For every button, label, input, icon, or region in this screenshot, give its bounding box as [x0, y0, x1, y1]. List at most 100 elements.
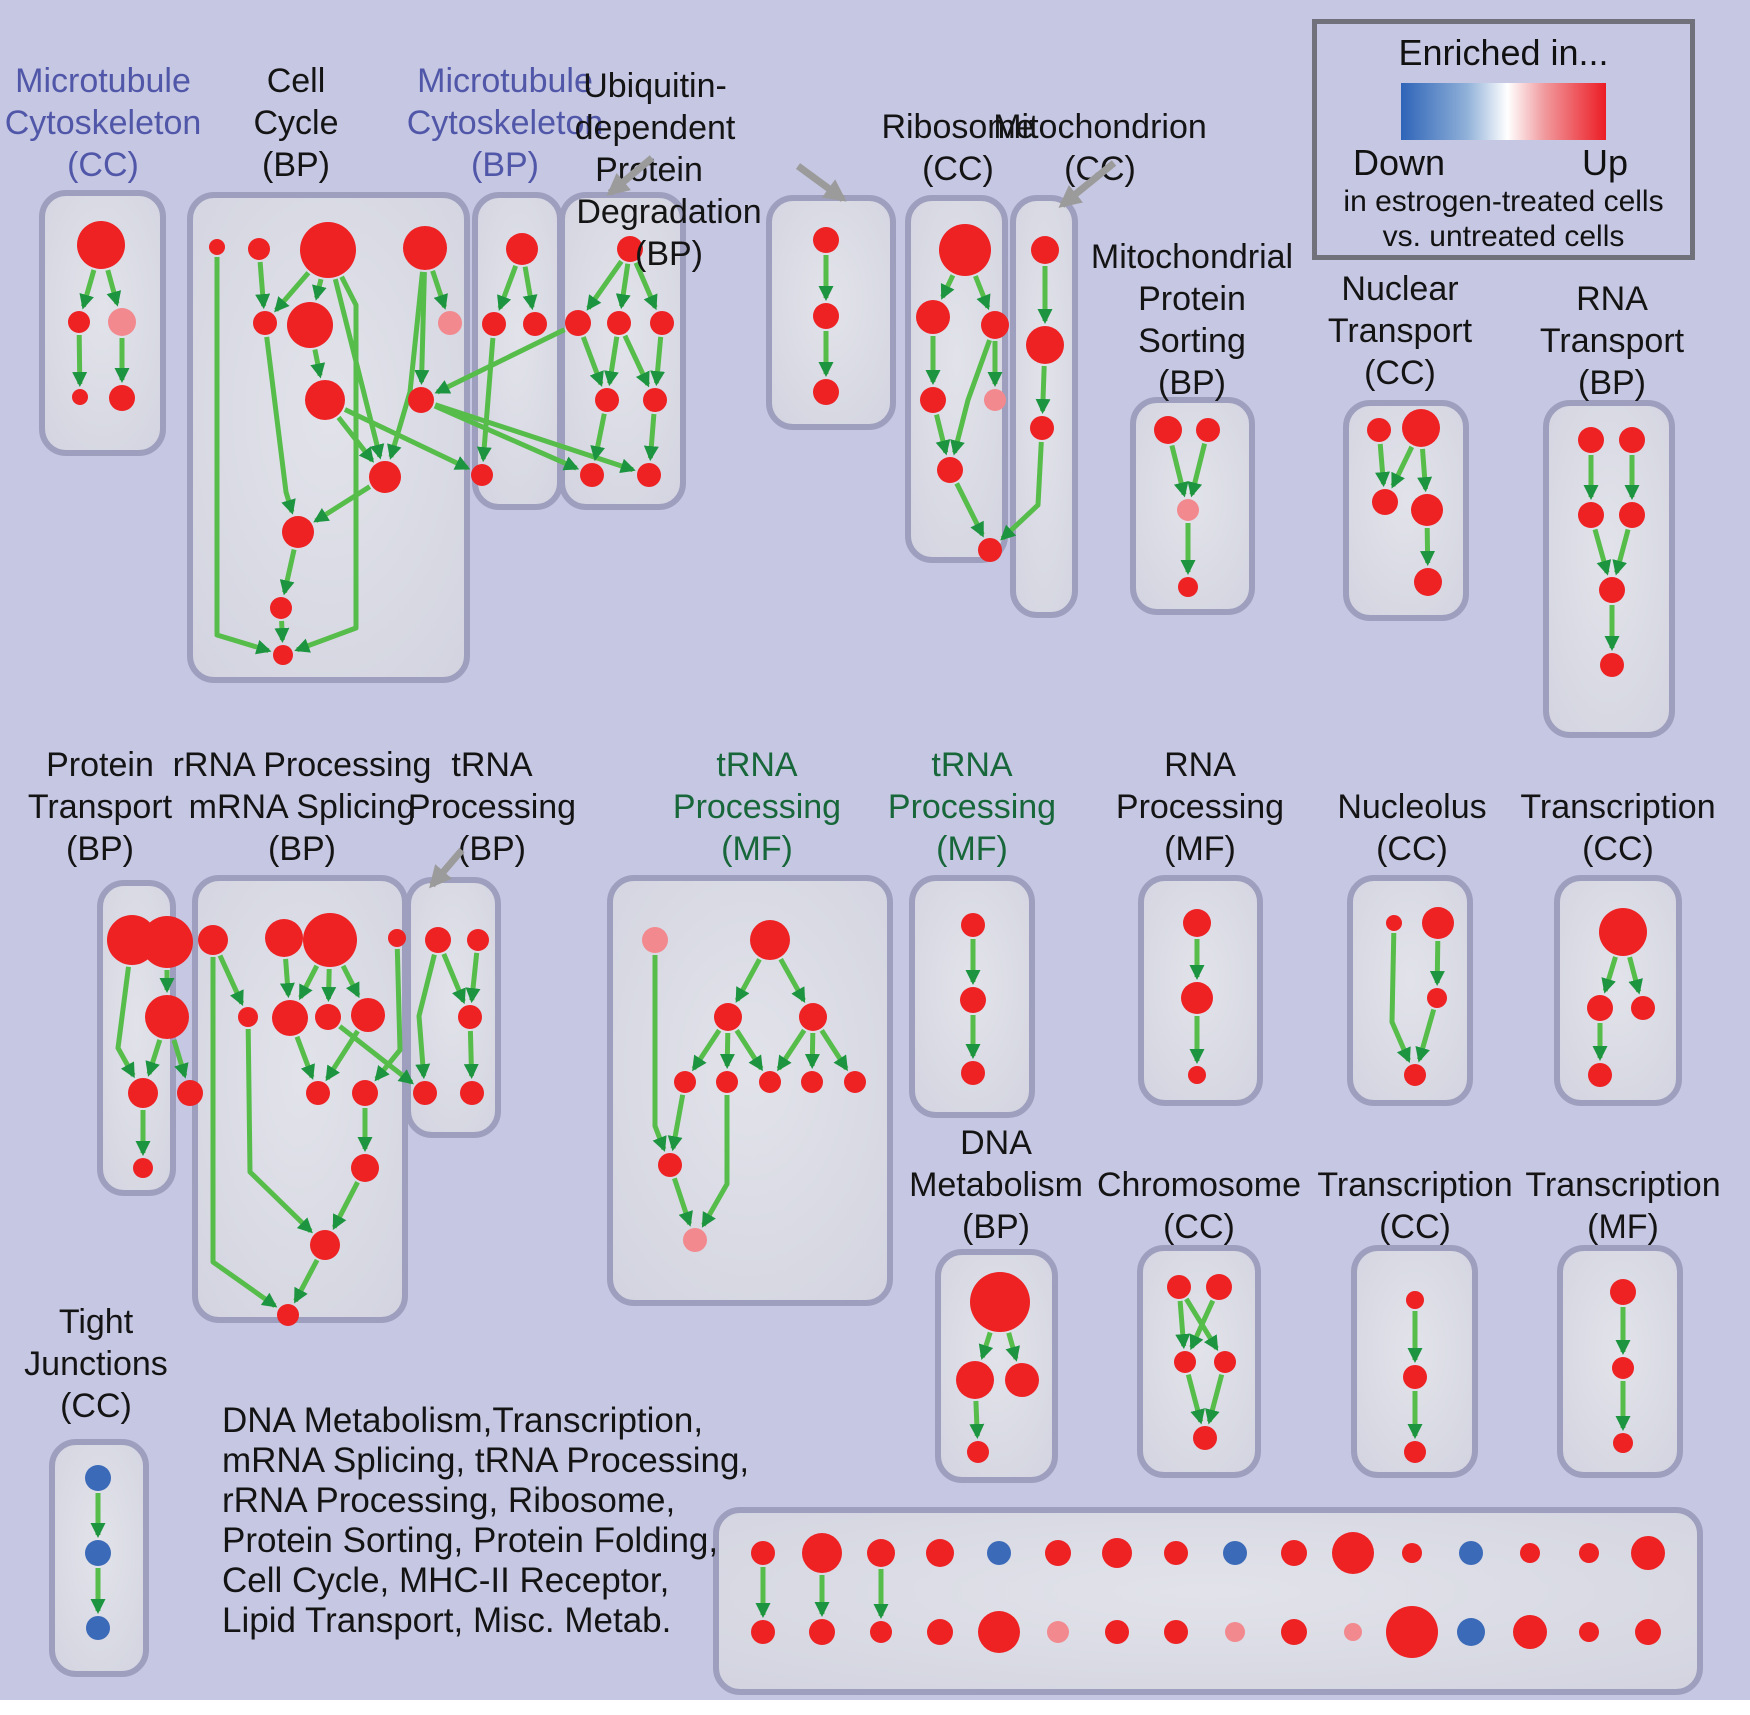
edge-arrow — [171, 1039, 189, 1079]
label-mitochondrial-protein-sorting-bp-line-3: (BP) — [1158, 364, 1226, 402]
edge-arrow — [719, 1032, 735, 1069]
edge-arrow — [969, 1400, 985, 1439]
edge-arrow — [652, 955, 667, 1152]
label-cell-cycle-bp-line-1: Cycle — [253, 104, 338, 142]
go-term-node-trna_mf_small — [961, 913, 985, 937]
label-transcription-mf-line-1: (MF) — [1587, 1208, 1659, 1246]
go-term-node-cell_cycle — [300, 222, 356, 278]
go-term-node-band — [751, 1620, 775, 1644]
go-term-node-trna_mf_big — [642, 927, 668, 953]
go-term-node-cell_cycle — [369, 461, 401, 493]
annotation-text-line-2: rRNA Processing, Ribosome, — [222, 1481, 675, 1520]
go-term-node-ribosome — [984, 389, 1006, 411]
label-mitochondrion-cc-line-1: (CC) — [1064, 150, 1136, 188]
label-dna-metabolism-bp-line-0: DNA — [960, 1124, 1032, 1162]
edge-arrow — [691, 1028, 722, 1072]
go-term-node-trans_mf — [1610, 1279, 1636, 1305]
label-nuclear-transport-cc-line-0: Nuclear — [1341, 270, 1458, 308]
go-term-node-band — [802, 1533, 842, 1573]
edge-arrow — [1169, 444, 1189, 498]
edge-arrow — [633, 261, 658, 311]
go-term-node-trans_cc1 — [1599, 908, 1647, 956]
label-microtubule-cytoskeleton-bp-line-0: Microtubule — [417, 62, 593, 100]
go-term-node-band — [1635, 1619, 1661, 1645]
edge-arrow — [522, 266, 538, 311]
go-term-node-ubiq — [617, 236, 643, 262]
go-term-node-ubiq — [595, 388, 619, 412]
label-microtubule-cytoskeleton-cc-line-2: (CC) — [67, 146, 139, 184]
go-term-node-band — [1164, 1620, 1188, 1644]
edge-arrow — [934, 414, 951, 456]
go-term-node-trna_bp — [460, 1081, 484, 1105]
legend-subtitle-1: in estrogen-treated cells — [1343, 185, 1664, 218]
edge-arrow — [465, 952, 481, 1004]
go-term-node-band — [1332, 1532, 1374, 1574]
label-mitochondrial-protein-sorting-bp-line-2: Sorting — [1138, 322, 1246, 360]
edge-arrow — [1420, 527, 1436, 566]
annotation-text-line-0: DNA Metabolism,Transcription, — [222, 1401, 703, 1440]
go-term-node-rna_tr — [1600, 653, 1624, 677]
edge-arrow — [313, 484, 372, 523]
go-term-node-rrna — [310, 1230, 340, 1260]
go-term-node-rrna — [303, 913, 357, 967]
label-rna-processing-mf-line-2: (MF) — [1164, 830, 1236, 868]
edge-arrow — [298, 964, 320, 1001]
go-term-node-nuclear — [1414, 568, 1442, 596]
go-term-node-cell_cycle — [403, 226, 447, 270]
go-term-node-nuclear — [1372, 489, 1398, 515]
go-term-node-rrna — [315, 1004, 341, 1030]
label-nuclear-transport-cc-line-1: Transport — [1328, 312, 1473, 350]
cluster-box-nuclear — [1343, 400, 1469, 621]
edge-arrow — [434, 327, 566, 395]
label-trna-processing-mf-2-line-0: tRNA — [931, 746, 1013, 784]
label-microtubule-cytoskeleton-cc-line-0: Microtubule — [15, 62, 191, 100]
go-term-node-trna_mf_big — [750, 920, 790, 960]
label-cell-cycle-bp-line-2: (BP) — [262, 146, 330, 184]
go-term-node-mito — [1030, 416, 1054, 440]
label-tight-junctions-cc-line-0: Tight — [59, 1303, 134, 1341]
go-term-node-nuclear — [1402, 409, 1440, 447]
edge-arrow — [1627, 956, 1643, 995]
go-term-node-ribosome — [981, 311, 1009, 339]
label-tight-junctions-cc-line-1: Junctions — [24, 1345, 168, 1383]
go-term-node-band — [1520, 1543, 1540, 1563]
annotation-text-line-5: Lipid Transport, Misc. Metab. — [222, 1601, 671, 1640]
go-term-node-mito — [1026, 326, 1064, 364]
edge-arrow — [310, 349, 326, 379]
go-term-node-rna_proc — [1183, 909, 1211, 937]
go-term-node-trans_cc2 — [1406, 1291, 1424, 1309]
edge-arrow — [210, 957, 278, 1308]
cluster-box-mt_cc — [39, 190, 166, 456]
go-term-node-trna_mf_big — [683, 1228, 707, 1252]
edge-arrow — [580, 336, 604, 387]
label-ubiquitin-dependent-protein-degradation-bp-line-3: Degradation — [576, 193, 761, 231]
go-term-node-trna_bp — [413, 1081, 437, 1105]
label-chromosome-cc-line-1: (CC) — [1163, 1208, 1235, 1246]
go-term-node-trans_cc1 — [1587, 995, 1613, 1021]
go-term-node-mps — [1154, 416, 1182, 444]
label-rna-transport-bp-line-1: Transport — [1540, 322, 1685, 360]
go-term-node-mps — [1196, 418, 1220, 442]
go-term-node-rrna — [352, 1080, 378, 1106]
go-term-node-nucleolus — [1386, 915, 1402, 931]
go-term-node-trans_cc1 — [1588, 1063, 1612, 1087]
label-transcription-cc-1-line-0: Transcription — [1520, 788, 1715, 826]
edge-arrow — [586, 259, 624, 311]
edge-arrow — [1417, 448, 1433, 493]
go-term-node-ubiq — [643, 388, 667, 412]
label-rrna-processing-mrna-splicing-bp-line-0: rRNA Processing — [173, 746, 432, 784]
label-ubiquitin-dependent-protein-degradation-bp-line-1: dependent — [575, 109, 736, 147]
go-term-node-ribosome — [978, 538, 1002, 562]
go-term-node-trans_cc2 — [1403, 1365, 1427, 1389]
go-term-node-cell_cycle — [209, 239, 225, 255]
go-term-node-band — [1513, 1615, 1547, 1649]
label-transcription-cc-2-line-0: Transcription — [1317, 1166, 1512, 1204]
edge-arrow — [331, 1181, 360, 1230]
annotation-pointer-arrow — [795, 163, 847, 202]
go-term-node-trna_mf_big — [658, 1153, 682, 1177]
go-term-node-band — [1459, 1541, 1483, 1565]
edge-arrow — [604, 336, 620, 387]
legend-box: Enriched in... Down Up in estrogen-treat… — [1312, 19, 1695, 260]
label-nucleolus-cc-line-1: (CC) — [1376, 830, 1448, 868]
label-protein-transport-bp-line-1: Transport — [28, 788, 173, 826]
